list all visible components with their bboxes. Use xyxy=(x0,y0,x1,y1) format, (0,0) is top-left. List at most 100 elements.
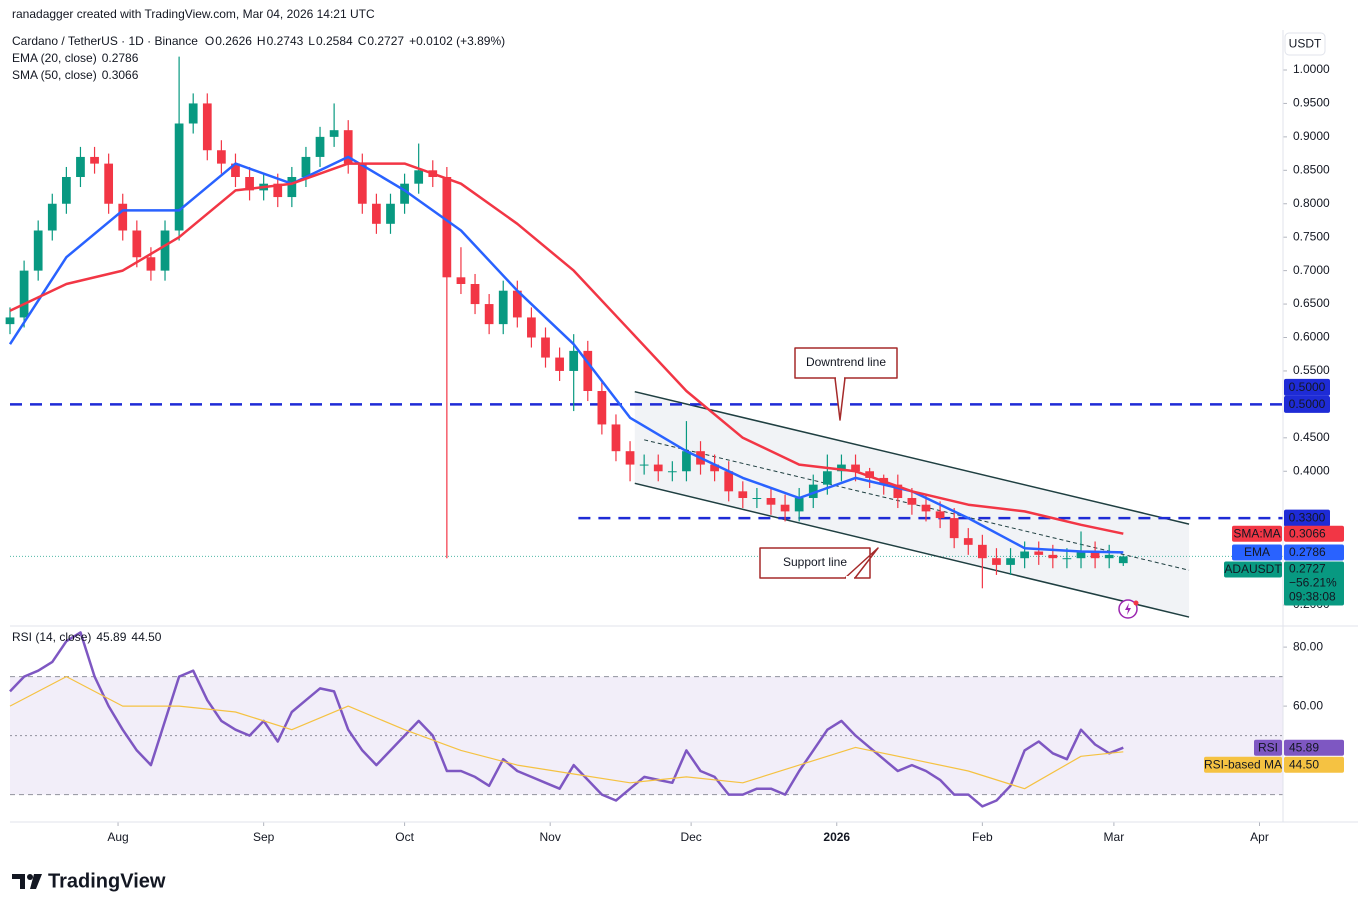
callout-box xyxy=(794,347,898,421)
candle-body xyxy=(76,156,85,177)
candle-body xyxy=(498,290,508,325)
candle-body xyxy=(132,230,142,258)
callout-cover xyxy=(846,576,854,579)
y-tick-label: 0.7000 xyxy=(1293,263,1330,277)
y-tick-label: 0.5500 xyxy=(1293,363,1330,377)
candle-body xyxy=(851,464,860,472)
candle-body xyxy=(414,170,424,184)
series-badge-value-box xyxy=(1284,756,1344,773)
candle-body xyxy=(470,284,480,305)
series-line xyxy=(9,676,1124,790)
candle-body xyxy=(217,150,226,164)
level-badge-box xyxy=(1284,395,1330,413)
ohlc-change: +0.0102 (+3.89%) xyxy=(409,34,505,48)
candle-body xyxy=(33,230,43,271)
y-tick-label: 0.8000 xyxy=(1293,196,1330,210)
series-badge-label-box xyxy=(1232,525,1282,542)
overlay-layer: 1.0000 0.9500 0.9000 0.8500 0.8000 0.7500 0.70… xyxy=(12,34,1344,844)
brand-logo[interactable]: TradingView xyxy=(12,870,166,892)
candle-body xyxy=(512,290,522,318)
x-tick-label: Mar xyxy=(1104,830,1125,844)
price-badge-change: −56.21% xyxy=(1289,576,1337,590)
channel-line xyxy=(644,439,1190,571)
series-badge-label: SMA:MA xyxy=(1233,526,1280,540)
ohlc-key: C xyxy=(358,34,367,48)
ohlc-value: 0.2727 xyxy=(367,34,404,48)
candle-body xyxy=(1076,551,1086,559)
candle-body xyxy=(977,544,987,559)
series-badge-label-box xyxy=(1254,739,1282,756)
candle-body xyxy=(62,176,71,204)
series-badge-label: RSI xyxy=(1258,740,1278,754)
candle-body xyxy=(1020,551,1030,559)
series-badge-label-box xyxy=(1204,756,1282,773)
y-tick-label: 80.00 xyxy=(1293,639,1323,653)
series-badge-label: RSI-based MA xyxy=(1204,757,1282,771)
candle-body xyxy=(639,464,649,466)
logo-mark xyxy=(27,874,33,880)
legend-label: EMA (20, close) xyxy=(12,51,97,65)
series-badge-value-box xyxy=(1284,544,1344,561)
series-badge-value: 44.50 xyxy=(1289,757,1319,771)
candle-body xyxy=(780,504,790,512)
candle-body xyxy=(794,498,804,512)
candle-body xyxy=(1006,558,1015,565)
candle-body xyxy=(386,203,395,224)
candle-body xyxy=(555,357,564,371)
channel-line xyxy=(634,390,1190,525)
y-tick-label: 0.8500 xyxy=(1293,162,1330,176)
y-tick-label: 0.9000 xyxy=(1293,129,1330,143)
candle-body xyxy=(667,471,677,473)
ohlc-value: 0.2743 xyxy=(267,34,304,48)
candle-body xyxy=(1104,554,1114,559)
level-badge-box xyxy=(1284,509,1330,527)
candle-body xyxy=(808,484,818,499)
candle-body xyxy=(893,484,903,499)
candle-body xyxy=(766,498,776,505)
price-badge-box xyxy=(1284,561,1344,606)
candle-body xyxy=(992,558,1001,565)
candle-body xyxy=(541,337,550,358)
candle-body xyxy=(456,277,466,285)
candle-body xyxy=(400,183,409,204)
y-tick-label: 0.6000 xyxy=(1293,330,1330,344)
series-badge-value: 0.2786 xyxy=(1289,545,1326,559)
y-tick-label: 0.7500 xyxy=(1293,229,1330,243)
callout-box xyxy=(759,547,879,579)
ohlc-key: L xyxy=(308,34,315,48)
candle-body xyxy=(710,464,719,472)
x-tick-label: Feb xyxy=(972,830,993,844)
candle-body xyxy=(146,257,156,271)
ohlc-key: H xyxy=(257,34,266,48)
currency-box[interactable] xyxy=(1284,32,1326,56)
y-tick-label: 0.4000 xyxy=(1293,463,1330,477)
ohlc-value: 0.2626 xyxy=(215,34,252,48)
candle-body xyxy=(174,123,184,231)
price-badge-value: 0.2727 xyxy=(1289,562,1326,576)
level-badge: 0.3300 xyxy=(1289,511,1326,525)
candle-body xyxy=(865,471,874,478)
series-badge-value-box xyxy=(1284,739,1344,756)
candle-body xyxy=(682,451,691,472)
candle-body xyxy=(752,498,762,500)
attribution: ranadagger created with TradingView.com,… xyxy=(12,7,375,21)
candle-body xyxy=(315,136,325,157)
candle-body xyxy=(1034,551,1044,555)
symbol-title: Cardano / TetherUS · 1D · Binance xyxy=(12,34,198,48)
logo-mark xyxy=(30,874,42,889)
legend-value: 45.89 xyxy=(96,630,126,644)
y-tick-label: 1.0000 xyxy=(1293,62,1330,76)
channel-line xyxy=(634,482,1190,618)
y-tick-label: 0.6500 xyxy=(1293,296,1330,310)
level-badge: 0.5000 xyxy=(1289,397,1326,411)
logo-mark xyxy=(12,874,25,889)
annotation: Support line xyxy=(783,555,847,569)
series-badge-label: EMA xyxy=(1244,545,1270,559)
price-badge-countdown: 09:38:08 xyxy=(1289,590,1336,604)
x-tick-label: Nov xyxy=(540,830,561,844)
series-line xyxy=(9,162,1124,535)
x-tick-label: Apr xyxy=(1250,830,1269,844)
level-badge: 0.5000 xyxy=(1289,380,1326,394)
candle-body xyxy=(160,230,170,271)
